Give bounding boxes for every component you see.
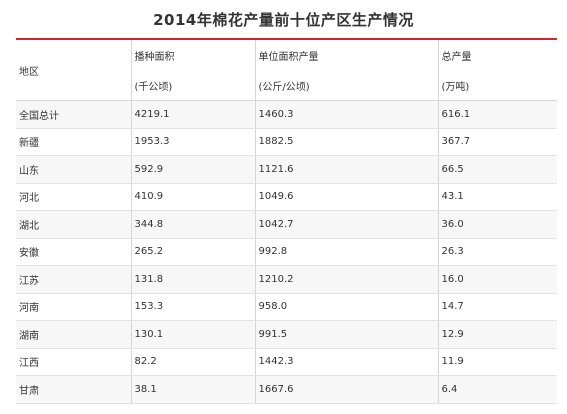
- header-total: 总产量: [441, 51, 472, 63]
- table-row: 江西 82.2 1442.3 11.9: [16, 348, 557, 376]
- cell-total: 6.4: [438, 375, 557, 404]
- cell-yield: 991.5: [255, 320, 439, 349]
- cell-area: 4219.1: [131, 100, 256, 129]
- header-yield-unit: (公斤/公顷): [255, 70, 439, 101]
- cell-yield: 992.8: [255, 238, 439, 266]
- cell-region: 湖北: [16, 210, 132, 239]
- table-row: 全国总计 4219.1 1460.3 616.1: [16, 100, 557, 129]
- cell-area: 153.3: [131, 293, 256, 321]
- header-total-unit: (万吨): [438, 70, 557, 101]
- cell-region: 江西: [16, 348, 132, 376]
- cell-region: 河北: [16, 183, 132, 211]
- cell-yield: 1667.6: [255, 375, 439, 404]
- cell-yield: 1882.5: [255, 128, 439, 156]
- table-row: 山东 592.9 1121.6 66.5: [16, 155, 557, 184]
- cell-area: 82.2: [131, 348, 256, 376]
- cell-yield: 1121.6: [255, 155, 439, 184]
- table-row: 湖南 130.1 991.5 12.9: [16, 320, 557, 349]
- header-region: 地区: [16, 40, 132, 101]
- cell-area: 592.9: [131, 155, 256, 184]
- title-divider: [16, 38, 557, 40]
- table-row: 河北 410.9 1049.6 43.1: [16, 183, 557, 211]
- cell-total: 14.7: [438, 293, 557, 321]
- cell-total: 26.3: [438, 238, 557, 266]
- table-header: 地区 播种面积 单位面积产量 总产量 (千公顷) (公斤/公顷) (万吨): [16, 40, 557, 101]
- header-area-unit: (千公顷): [131, 70, 256, 101]
- cell-total: 11.9: [438, 348, 557, 376]
- page-title: 2014年棉花产量前十位产区生产情况: [153, 11, 414, 29]
- cell-total: 12.9: [438, 320, 557, 349]
- cell-area: 344.8: [131, 210, 256, 239]
- cell-yield: 1049.6: [255, 183, 439, 211]
- cell-yield: 1460.3: [255, 100, 439, 129]
- cell-area: 130.1: [131, 320, 256, 349]
- cell-total: 616.1: [438, 100, 557, 129]
- cell-area: 410.9: [131, 183, 256, 211]
- cell-area: 131.8: [131, 265, 256, 294]
- table-body: 全国总计 4219.1 1460.3 616.1 新疆 1953.3 1882.5 367.7…: [16, 100, 557, 404]
- table-row: 河南 153.3 958.0 14.7: [16, 293, 557, 321]
- table-row: 甘肃 38.1 1667.6 6.4: [16, 375, 557, 404]
- cell-yield: 1442.3: [255, 348, 439, 376]
- cell-region: 甘肃: [16, 375, 132, 404]
- cell-total: 36.0: [438, 210, 557, 239]
- cell-region: 安徽: [16, 238, 132, 266]
- cell-area: 38.1: [131, 375, 256, 404]
- table-row: 江苏 131.8 1210.2 16.0: [16, 265, 557, 294]
- table-row: 新疆 1953.3 1882.5 367.7: [16, 128, 557, 156]
- cell-region: 河南: [16, 293, 132, 321]
- cell-region: 山东: [16, 155, 132, 184]
- cell-total: 367.7: [438, 128, 557, 156]
- cell-region: 湖南: [16, 320, 132, 349]
- header-area: 播种面积: [131, 40, 256, 70]
- header-yield: 单位面积产量: [255, 40, 439, 70]
- cell-region: 江苏: [16, 265, 132, 294]
- cell-total: 43.1: [438, 183, 557, 211]
- cell-region: 新疆: [16, 128, 132, 156]
- cotton-production-table: 地区 播种面积 单位面积产量 总产量 (千公顷) (公斤/公顷) (万吨) 全国…: [16, 40, 557, 404]
- cell-area: 265.2: [131, 238, 256, 266]
- table-row: 湖北 344.8 1042.7 36.0: [16, 210, 557, 239]
- cell-yield: 1210.2: [255, 265, 439, 294]
- cell-yield: 958.0: [255, 293, 439, 321]
- cell-yield: 1042.7: [255, 210, 439, 239]
- cell-total: 16.0: [438, 265, 557, 294]
- cell-area: 1953.3: [131, 128, 256, 156]
- cell-region: 全国总计: [16, 100, 132, 129]
- table-row: 安徽 265.2 992.8 26.3: [16, 238, 557, 266]
- cell-total: 66.5: [438, 155, 557, 184]
